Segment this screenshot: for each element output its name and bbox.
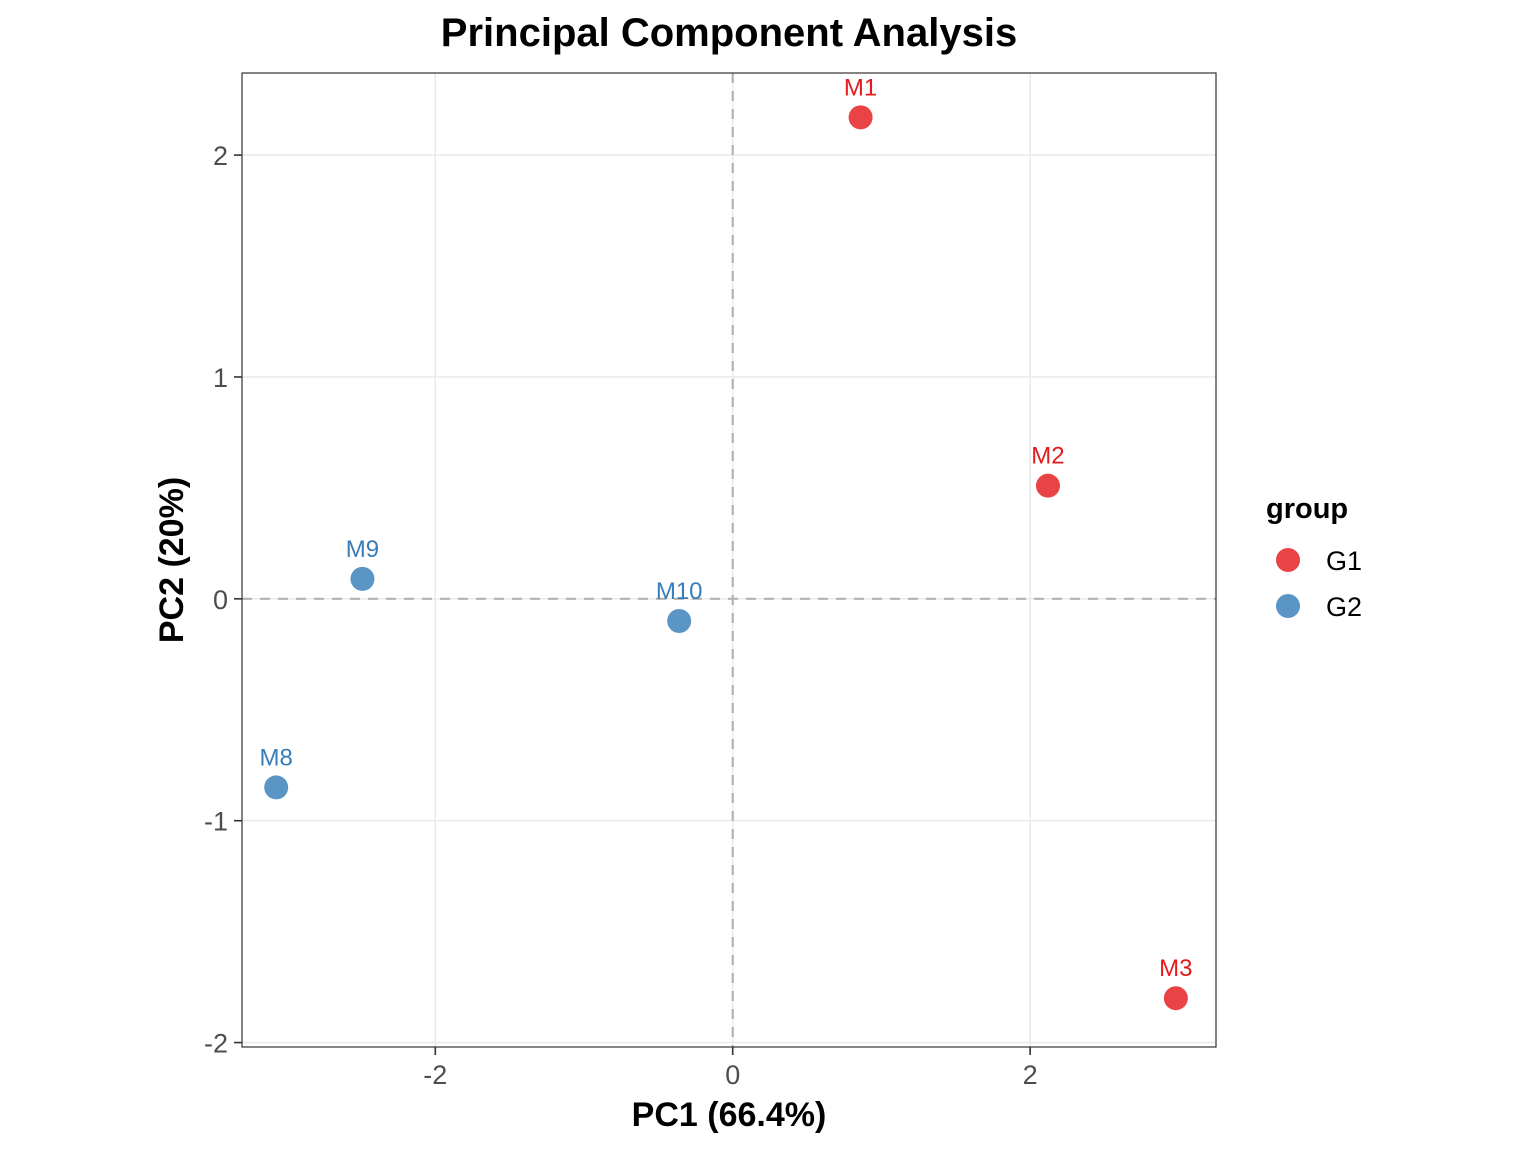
point-label: M3 xyxy=(1159,955,1192,982)
data-point xyxy=(848,105,873,130)
legend-key-g1 xyxy=(1276,548,1300,572)
y-tick-label: -1 xyxy=(204,807,228,837)
data-points: M1 M2 M3 M8 M9 M10 xyxy=(260,74,1193,1011)
x-axis-title: PC1 (66.4%) xyxy=(632,1096,827,1134)
legend-title: group xyxy=(1266,493,1348,525)
point-label: M2 xyxy=(1031,443,1064,470)
reference-lines xyxy=(242,73,1216,1047)
y-tick-label: 1 xyxy=(213,363,228,393)
data-point xyxy=(264,775,289,800)
legend-entries: G1 G2 xyxy=(1276,546,1362,622)
point-label: M1 xyxy=(844,74,877,101)
point-label: M8 xyxy=(260,744,293,771)
y-tick-label: 0 xyxy=(213,585,228,615)
chart-title: Principal Component Analysis xyxy=(441,11,1017,55)
point-label: M10 xyxy=(656,578,703,605)
data-point xyxy=(350,566,375,591)
point-label: M9 xyxy=(346,536,379,563)
data-point xyxy=(1163,986,1188,1011)
legend-key-g2 xyxy=(1276,594,1300,618)
x-tick-label: 2 xyxy=(1023,1060,1038,1090)
legend-label: G1 xyxy=(1326,546,1362,576)
y-tick-label: 2 xyxy=(213,141,228,171)
grid-lines xyxy=(242,73,1216,1047)
data-point xyxy=(667,609,692,634)
legend: group G1 G2 xyxy=(1266,493,1362,622)
data-point xyxy=(1035,473,1060,498)
axes: -2 0 2 -2 -1 0 1 2 xyxy=(204,141,1038,1090)
x-tick-label: 0 xyxy=(725,1060,740,1090)
legend-label: G2 xyxy=(1326,592,1362,622)
y-tick-label: -2 xyxy=(204,1029,228,1059)
y-axis-title: PC2 (20%) xyxy=(153,477,191,643)
plot-panel-border xyxy=(241,72,1217,1048)
x-tick-label: -2 xyxy=(423,1060,447,1090)
